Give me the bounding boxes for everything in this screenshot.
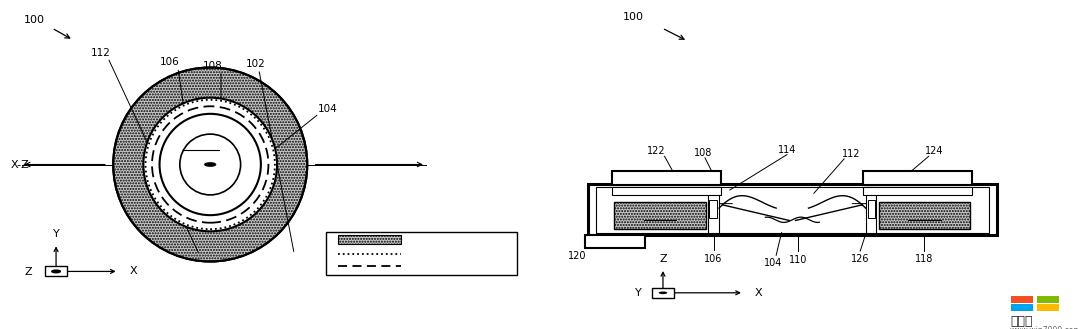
- Text: www.win7999.com: www.win7999.com: [1010, 326, 1078, 329]
- Text: 100: 100: [623, 12, 644, 21]
- Text: Z: Z: [25, 267, 32, 277]
- FancyBboxPatch shape: [1037, 296, 1059, 303]
- Text: Y: Y: [53, 229, 59, 239]
- Circle shape: [54, 271, 58, 272]
- Text: 122: 122: [647, 146, 665, 156]
- FancyBboxPatch shape: [45, 266, 67, 276]
- Text: X-Z: X-Z: [11, 160, 29, 169]
- FancyBboxPatch shape: [1011, 296, 1033, 303]
- Text: 系统粉: 系统粉: [1010, 315, 1033, 328]
- Text: 124: 124: [925, 146, 943, 156]
- Text: 106: 106: [704, 254, 723, 264]
- Text: 104: 104: [318, 104, 337, 114]
- FancyBboxPatch shape: [614, 202, 706, 229]
- Text: 112: 112: [842, 149, 861, 159]
- FancyBboxPatch shape: [866, 187, 876, 233]
- Text: 110: 110: [788, 255, 807, 265]
- Text: Y: Y: [635, 289, 641, 298]
- Ellipse shape: [160, 114, 261, 215]
- FancyBboxPatch shape: [585, 235, 645, 248]
- FancyBboxPatch shape: [709, 200, 717, 218]
- Text: 126: 126: [851, 254, 870, 264]
- FancyBboxPatch shape: [708, 187, 719, 233]
- Circle shape: [52, 270, 60, 273]
- FancyBboxPatch shape: [863, 171, 972, 185]
- Circle shape: [205, 163, 216, 166]
- Text: X: X: [755, 288, 762, 298]
- Text: 112: 112: [91, 48, 110, 58]
- Text: Voice Coil: Voice Coil: [414, 261, 465, 271]
- FancyBboxPatch shape: [652, 288, 674, 298]
- Text: 108: 108: [693, 148, 713, 158]
- Ellipse shape: [113, 67, 307, 262]
- FancyBboxPatch shape: [863, 187, 972, 195]
- Text: 100: 100: [24, 15, 44, 25]
- Text: 102: 102: [246, 59, 265, 69]
- FancyBboxPatch shape: [879, 202, 970, 229]
- Circle shape: [659, 291, 667, 294]
- Text: Magnet: Magnet: [414, 235, 453, 245]
- FancyBboxPatch shape: [1037, 304, 1059, 311]
- Text: Membrane: Membrane: [414, 249, 470, 259]
- Text: X: X: [129, 266, 137, 276]
- Text: 106: 106: [160, 58, 179, 67]
- Text: 108: 108: [203, 61, 222, 71]
- Text: 114: 114: [777, 145, 797, 155]
- FancyBboxPatch shape: [326, 232, 517, 275]
- Ellipse shape: [180, 134, 240, 195]
- FancyBboxPatch shape: [588, 184, 997, 235]
- Text: 102: 102: [915, 211, 934, 221]
- FancyBboxPatch shape: [612, 187, 721, 195]
- Ellipse shape: [143, 98, 277, 231]
- FancyBboxPatch shape: [868, 200, 875, 218]
- FancyBboxPatch shape: [338, 235, 401, 244]
- Text: 104: 104: [763, 258, 783, 267]
- Text: Z: Z: [659, 254, 667, 264]
- FancyBboxPatch shape: [612, 171, 721, 185]
- Text: 118: 118: [915, 254, 934, 264]
- Text: 120: 120: [567, 251, 586, 261]
- FancyBboxPatch shape: [1011, 304, 1033, 311]
- Text: 110: 110: [190, 140, 209, 150]
- Text: 102: 102: [651, 211, 669, 221]
